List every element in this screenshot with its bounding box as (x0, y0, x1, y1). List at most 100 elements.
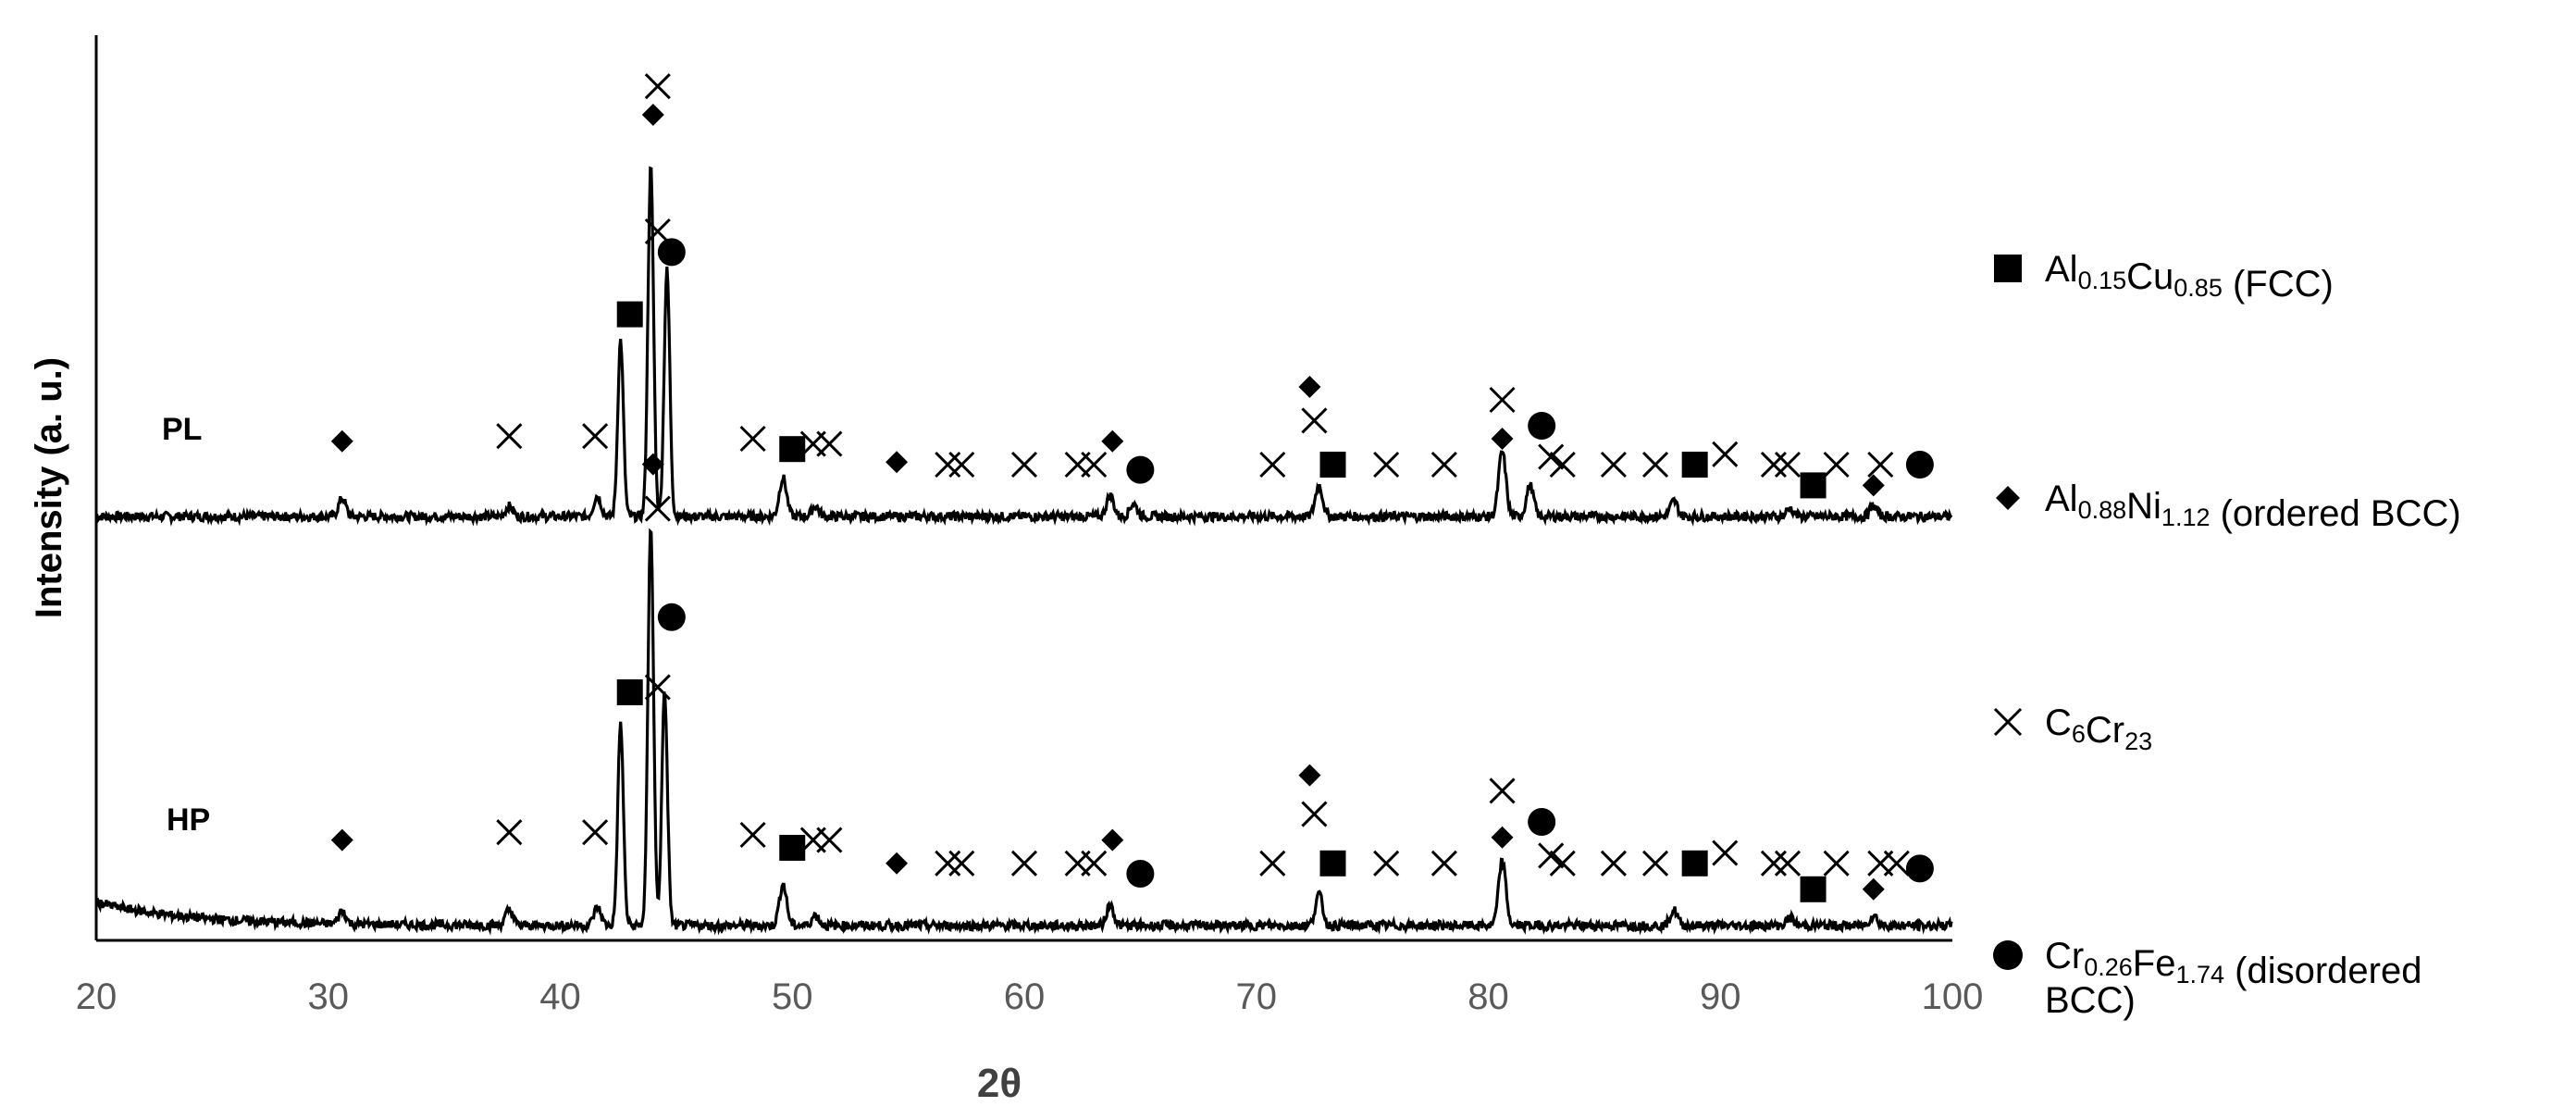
x-tick-label: 100 (1922, 976, 1984, 1017)
marker-cross (1081, 850, 1108, 877)
marker-cross (644, 495, 671, 522)
x-tick-labels: 20 30 40 50 60 70 80 90 100 (76, 976, 1984, 1017)
marker-diamond (1862, 474, 1885, 497)
marker-cross (1430, 850, 1457, 877)
marker-cross (1600, 850, 1627, 877)
marker-diamond (641, 453, 664, 476)
marker-square (1319, 452, 1346, 478)
marker-cross (644, 674, 671, 701)
x-tick-label: 50 (772, 976, 813, 1017)
x-tick-label: 20 (76, 976, 118, 1017)
y-axis-label: Intensity (a. u.) (29, 357, 69, 618)
marker-cross (1301, 801, 1328, 827)
marker-cross (1641, 850, 1669, 877)
marker-square (1681, 452, 1708, 478)
marker-cross (1774, 451, 1802, 479)
marker-square (1800, 472, 1827, 499)
legend-square-icon (1994, 255, 2022, 282)
marker-diamond (886, 852, 909, 875)
x-tick-label: 60 (1004, 976, 1046, 1017)
marker-cross (1549, 850, 1576, 877)
marker-square (779, 835, 806, 861)
marker-circle (1528, 412, 1556, 440)
series-line-hp (94, 528, 1953, 936)
marker-square (1681, 850, 1708, 877)
marker-cross (1774, 850, 1802, 877)
marker-diamond (1491, 428, 1514, 450)
legend-diamond-icon (1996, 486, 2020, 510)
x-axis-label: 2θ (977, 1061, 1022, 1106)
marker-circle (1126, 860, 1155, 888)
marker-cross (1373, 451, 1400, 479)
marker-diamond (641, 104, 664, 126)
legend-label-diamond: Al0.88Ni1.12 (ordered BCC) (2045, 479, 2461, 534)
marker-cross (948, 850, 975, 877)
marker-cross (816, 827, 843, 853)
marker-cross (582, 423, 609, 450)
marker-cross (1641, 451, 1669, 479)
marker-square (779, 436, 806, 463)
legend: Al0.15Cu0.85 (FCC) Al0.88Ni1.12 (ordered … (1993, 249, 2461, 1021)
marker-cross (1301, 407, 1328, 434)
marker-cross (1538, 443, 1565, 470)
marker-cross (1489, 386, 1516, 414)
marker-diamond (1298, 764, 1321, 787)
marker-cross (1010, 850, 1038, 877)
marker-cross (644, 73, 671, 100)
marker-cross (1430, 451, 1457, 479)
series-label-hp: HP (167, 802, 210, 838)
marker-cross (739, 821, 766, 849)
marker-cross (739, 425, 766, 453)
marker-cross (1760, 850, 1787, 877)
chart-axes (94, 35, 1952, 942)
phase-marker-layer (330, 73, 1934, 902)
marker-square (616, 679, 643, 705)
marker-cross (496, 423, 523, 450)
legend-cross-icon (1993, 707, 2023, 737)
marker-diamond (1101, 429, 1124, 453)
marker-circle (1905, 854, 1934, 883)
marker-cross (1712, 441, 1739, 467)
marker-cross (1259, 451, 1286, 479)
marker-diamond (1298, 376, 1321, 398)
marker-cross (1883, 850, 1910, 877)
legend-label-cross: C6Cr23 (2045, 702, 2152, 755)
marker-cross (1760, 451, 1787, 479)
series-line-pl (95, 166, 1953, 528)
marker-circle (1905, 451, 1934, 479)
marker-cross (1600, 451, 1627, 479)
legend-label-circle: Cr0.26Fe1.74 (disordered (2045, 936, 2421, 991)
marker-cross (816, 430, 843, 457)
marker-cross (1867, 451, 1894, 479)
series-layer: PL HP (94, 166, 1953, 936)
marker-diamond (1101, 828, 1124, 852)
marker-cross (1712, 839, 1739, 866)
x-tick-label: 40 (539, 976, 581, 1017)
marker-diamond (1491, 826, 1514, 849)
marker-cross (644, 218, 671, 245)
marker-cross (935, 451, 961, 479)
marker-circle (1126, 455, 1155, 484)
marker-cross (1489, 777, 1516, 804)
marker-circle (657, 603, 686, 631)
marker-circle (1528, 808, 1556, 836)
marker-cross (1823, 850, 1850, 877)
marker-cross (1081, 451, 1108, 479)
legend-label-circle-line2: BCC) (2045, 980, 2136, 1021)
marker-square (1319, 850, 1346, 877)
legend-circle-icon (1993, 940, 2023, 970)
marker-cross (1823, 451, 1850, 479)
marker-square (1800, 876, 1827, 902)
marker-cross (1010, 451, 1038, 479)
marker-circle (657, 238, 686, 267)
marker-square (616, 301, 643, 328)
series-label-pl: PL (162, 412, 202, 447)
marker-cross (496, 819, 523, 846)
marker-cross (582, 819, 609, 846)
marker-diamond (330, 429, 353, 453)
marker-cross (935, 850, 961, 877)
x-tick-label: 80 (1468, 976, 1509, 1017)
x-tick-label: 90 (1700, 976, 1741, 1017)
x-tick-label: 30 (308, 976, 350, 1017)
marker-cross (948, 451, 975, 479)
